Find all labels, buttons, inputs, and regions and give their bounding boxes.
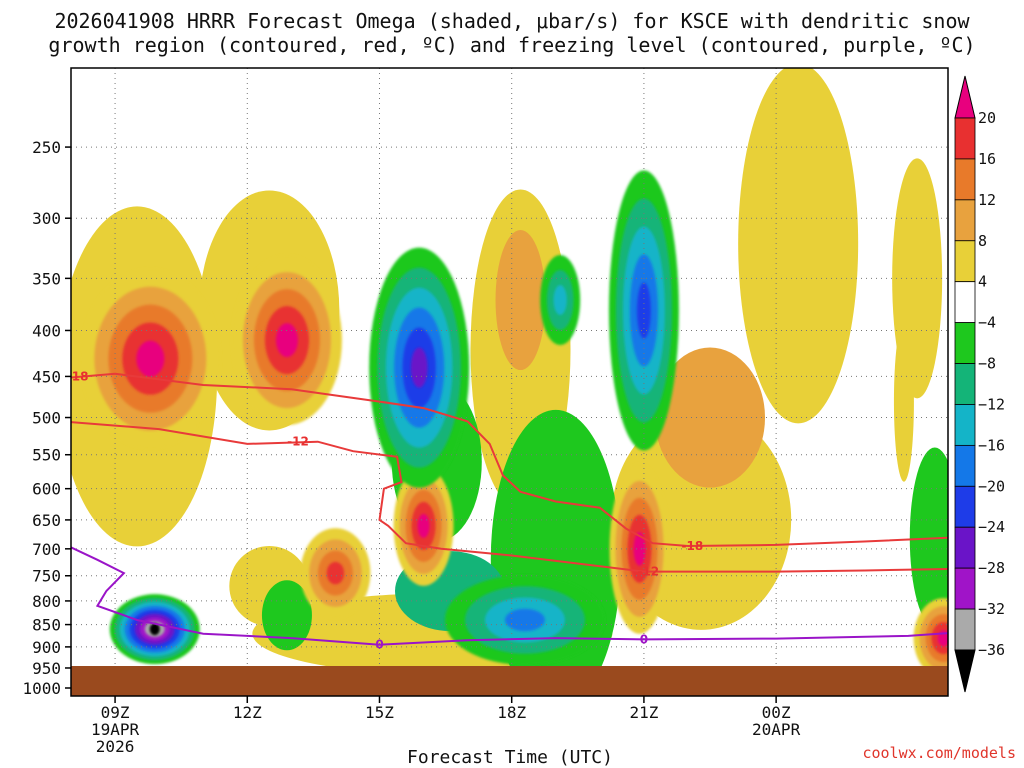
colorbar-level-label: −12 <box>978 395 1005 413</box>
omega-center-ring <box>554 285 567 315</box>
omega-time-height-chart: 2026041908 HRRR Forecast Omega (shaded, … <box>0 0 1024 768</box>
omega-area <box>894 322 914 482</box>
x-axis-label: Forecast Time (UTC) <box>407 747 613 768</box>
y-tick-label: 450 <box>32 367 61 386</box>
credit-text: coolwx.com/models <box>862 744 1016 762</box>
omega-center-ring <box>411 348 428 388</box>
y-tick-label: 1000 <box>22 679 61 698</box>
colorbar-level-label: −32 <box>978 600 1005 618</box>
y-tick-label: 700 <box>32 540 61 559</box>
y-tick-label: 650 <box>32 511 61 530</box>
omega-center-ring <box>136 341 164 377</box>
colorbar-bin <box>955 118 975 159</box>
omega-center-ring <box>327 562 345 585</box>
colorbar-top-arrow <box>955 76 975 118</box>
colorbar-bin <box>955 323 975 364</box>
omega-center-ring <box>505 609 545 632</box>
colorbar-bin <box>955 364 975 405</box>
colorbar-level-label: −4 <box>978 314 996 332</box>
y-tick-label: 750 <box>32 567 61 586</box>
y-tick-label: 950 <box>32 659 61 678</box>
colorbar-bin <box>955 282 975 323</box>
colorbar-level-label: 16 <box>978 150 996 168</box>
chart-title-line-2: growth region (contoured, red, ºC) and f… <box>48 33 975 57</box>
omega-colorbar: 20 16 12 8 4 −4 −8 −12 −16 −20 −24 −28 −32 −36 <box>955 76 1005 692</box>
y-tick-label: 350 <box>32 269 61 288</box>
x-tick-label: 15Z <box>365 703 394 722</box>
y-tick-label: 800 <box>32 592 61 611</box>
omega-area <box>518 0 638 8</box>
y-tick-label: 600 <box>32 480 61 499</box>
y-tick-label: 400 <box>32 321 61 340</box>
chart-title-line-1: 2026041908 HRRR Forecast Omega (shaded, … <box>54 9 970 33</box>
colorbar-level-label: −24 <box>978 518 1005 536</box>
y-tick-label: 900 <box>32 638 61 657</box>
omega-center-ring <box>276 323 298 357</box>
contour-label: 0 <box>375 638 383 652</box>
contour-label: -18 <box>682 539 704 553</box>
y-tick-label: 550 <box>32 446 61 465</box>
colorbar-bin <box>955 200 975 241</box>
x-tick-label: 18Z <box>497 703 526 722</box>
colorbar-bin <box>955 486 975 527</box>
omega-area <box>496 230 546 370</box>
omega-center-ring <box>418 514 430 538</box>
ground-below-surface <box>71 666 948 696</box>
colorbar-bin <box>955 241 975 282</box>
colorbar-level-label: 4 <box>978 273 987 291</box>
colorbar-level-label: −36 <box>978 641 1005 659</box>
y-tick-label: 500 <box>32 409 61 428</box>
colorbar-level-label: 8 <box>978 232 987 250</box>
contour-label: -12 <box>287 435 309 449</box>
colorbar-level-label: −16 <box>978 436 1005 454</box>
colorbar-bin <box>955 445 975 486</box>
colorbar-level-label: −8 <box>978 355 996 373</box>
x-tick-date: 20APR <box>752 720 801 739</box>
colorbar-bottom-arrow <box>955 650 975 692</box>
colorbar-bin <box>955 609 975 650</box>
colorbar-level-label: 12 <box>978 191 996 209</box>
colorbar-bin <box>955 568 975 609</box>
contour-label: 0 <box>640 632 648 646</box>
pressure-axis: 250 300 350 400 450 500 550 600 650 700 750 800 850 9… <box>22 138 71 698</box>
x-tick-year: 2026 <box>96 737 135 756</box>
y-tick-label: 300 <box>32 209 61 228</box>
x-tick-label: 21Z <box>629 703 658 722</box>
colorbar-bin <box>955 159 975 200</box>
colorbar-level-label: −20 <box>978 477 1005 495</box>
contour-label: -12 <box>637 565 659 579</box>
y-tick-label: 250 <box>32 138 61 157</box>
colorbar-bin <box>955 527 975 568</box>
colorbar-level-label: 20 <box>978 109 996 127</box>
colorbar-level-label: −28 <box>978 559 1005 577</box>
omega-center-ring <box>637 282 651 338</box>
x-tick-label: 12Z <box>233 703 262 722</box>
colorbar-bin <box>955 404 975 445</box>
y-tick-label: 850 <box>32 616 61 635</box>
omega-area <box>738 63 858 423</box>
